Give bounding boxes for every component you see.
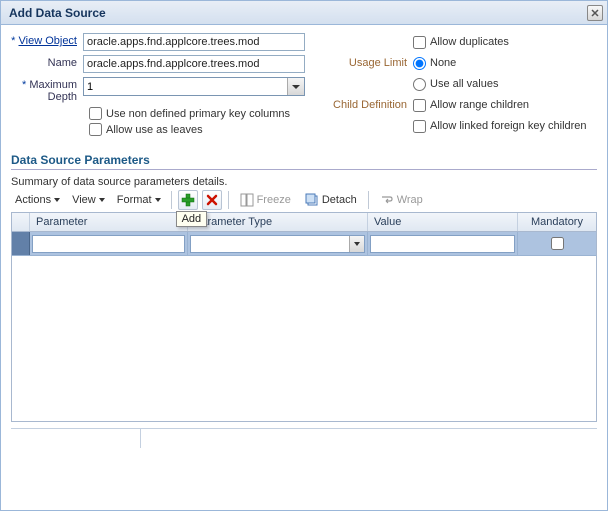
delete-icon: [206, 194, 218, 206]
usage-limit-none-label: None: [430, 57, 456, 69]
param-input[interactable]: [32, 235, 185, 253]
col-mandatory[interactable]: Mandatory: [518, 213, 596, 231]
close-icon: [591, 9, 599, 17]
wrap-button[interactable]: Wrap: [375, 191, 428, 209]
param-type-dropdown-button[interactable]: [349, 236, 364, 252]
view-object-link[interactable]: View Object: [19, 35, 78, 47]
param-type-select[interactable]: [190, 235, 365, 253]
name-label: Name: [11, 55, 83, 69]
titlebar: Add Data Source: [1, 1, 607, 25]
close-button[interactable]: [587, 5, 603, 21]
allow-linked-fk-label: Allow linked foreign key children: [430, 120, 587, 132]
allow-leaves-checkbox[interactable]: [89, 123, 102, 136]
allow-duplicates-checkbox[interactable]: [413, 36, 426, 49]
allow-range-children-label: Allow range children: [430, 99, 529, 111]
dialog-title: Add Data Source: [9, 6, 106, 20]
col-parameter[interactable]: Parameter: [30, 213, 188, 231]
max-depth-label: * MaximumDepth: [11, 77, 83, 103]
use-non-defined-pk-label: Use non defined primary key columns: [106, 108, 290, 120]
mandatory-checkbox[interactable]: [551, 237, 564, 250]
freeze-icon: [240, 193, 254, 207]
usage-limit-useall-radio[interactable]: [413, 78, 426, 91]
toolbar: Actions View Format Add Freeze Detach: [11, 190, 597, 210]
delete-button[interactable]: [202, 190, 222, 210]
col-value[interactable]: Value: [368, 213, 518, 231]
child-definition-label: Child Definition: [329, 99, 413, 111]
allow-leaves-label: Allow use as leaves: [106, 124, 203, 136]
add-data-source-dialog: Add Data Source * View Object Name * Max…: [0, 0, 608, 511]
usage-limit-useall-label: Use all values: [430, 78, 498, 90]
allow-linked-fk-checkbox[interactable]: [413, 120, 426, 133]
status-bar: [11, 428, 597, 448]
usage-limit-label: Usage Limit: [329, 57, 413, 69]
max-depth-dropdown-button[interactable]: [287, 78, 304, 95]
col-parameter-type[interactable]: Parameter Type: [188, 213, 368, 231]
plus-icon: [181, 193, 195, 207]
add-button[interactable]: Add: [178, 190, 198, 210]
freeze-button[interactable]: Freeze: [235, 191, 296, 209]
allow-duplicates-label: Allow duplicates: [430, 36, 509, 48]
usage-limit-none-radio[interactable]: [413, 57, 426, 70]
parameters-table: Parameter Parameter Type Value Mandatory: [11, 212, 597, 422]
value-input[interactable]: [370, 235, 515, 253]
format-menu[interactable]: Format: [113, 192, 165, 208]
max-depth-select[interactable]: [83, 77, 305, 96]
view-menu[interactable]: View: [68, 192, 109, 208]
section-desc: Summary of data source parameters detail…: [11, 176, 597, 188]
row-selector[interactable]: [12, 232, 30, 255]
detach-icon: [305, 193, 319, 207]
wrap-icon: [380, 193, 394, 207]
allow-range-children-checkbox[interactable]: [413, 99, 426, 112]
table-row[interactable]: [12, 232, 596, 256]
view-object-input[interactable]: [83, 33, 305, 51]
table-header: Parameter Parameter Type Value Mandatory: [12, 213, 596, 232]
section-header: Data Source Parameters: [11, 149, 597, 170]
use-non-defined-pk-checkbox[interactable]: [89, 107, 102, 120]
actions-menu[interactable]: Actions: [11, 192, 64, 208]
detach-button[interactable]: Detach: [300, 191, 362, 209]
view-object-label: * View Object: [11, 33, 83, 47]
name-input[interactable]: [83, 55, 305, 73]
add-tooltip: Add: [176, 211, 208, 227]
